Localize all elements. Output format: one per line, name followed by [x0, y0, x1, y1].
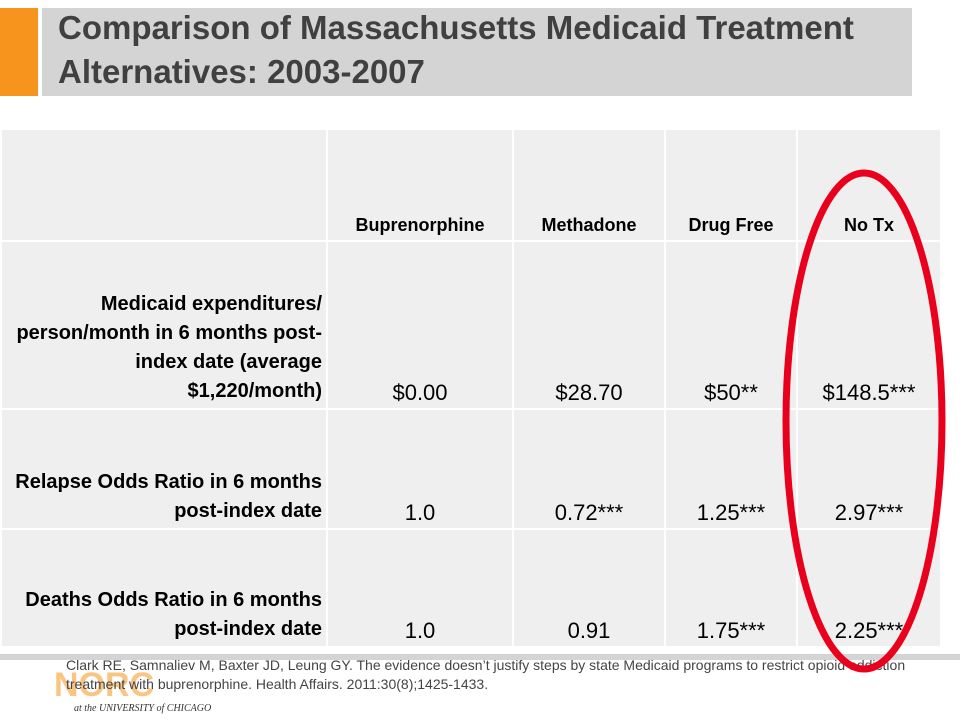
table-cell: 2.25***	[796, 528, 942, 648]
logo-wordmark: NORC	[54, 666, 154, 704]
table-row: Relapse Odds Ratio in 6 months post-inde…	[0, 408, 942, 530]
comparison-table: Buprenorphine Methadone Drug Free No Tx …	[0, 128, 942, 648]
citation-text: Clark RE, Samnaliev M, Baxter JD, Leung …	[66, 657, 906, 692]
column-header-buprenorphine: Buprenorphine	[326, 128, 514, 242]
table-cell: 1.25***	[664, 408, 798, 530]
accent-bar	[0, 8, 38, 96]
row-label: Relapse Odds Ratio in 6 months post-inde…	[0, 408, 328, 530]
table-cell: 2.97***	[796, 408, 942, 530]
row-label: Deaths Odds Ratio in 6 months post-index…	[0, 528, 328, 648]
column-header-methadone: Methadone	[512, 128, 666, 242]
table-cell: 1.0	[326, 408, 514, 530]
row-label: Medicaid expenditures/ person/month in 6…	[0, 240, 328, 410]
table-cell: 1.0	[326, 528, 514, 648]
norc-logo: NORC at the UNIVERSITY of CHICAGO	[54, 666, 211, 714]
column-header-drug-free: Drug Free	[664, 128, 798, 242]
table-row: Deaths Odds Ratio in 6 months post-index…	[0, 528, 942, 648]
footer-divider	[0, 654, 960, 660]
table-cell: 1.75***	[664, 528, 798, 648]
table-cell: $28.70	[512, 240, 666, 410]
table-cell: $50**	[664, 240, 798, 410]
slide-title: Comparison of Massachusetts Medicaid Tre…	[58, 9, 854, 90]
title-band	[42, 8, 912, 96]
column-header-no-tx: No Tx	[796, 128, 942, 242]
table-cell: 0.91	[512, 528, 666, 648]
table-cell: 0.72***	[512, 408, 666, 530]
table-header-row: Buprenorphine Methadone Drug Free No Tx	[0, 128, 942, 242]
table-cell: $0.00	[326, 240, 514, 410]
table-header-empty	[0, 128, 328, 242]
table-cell: $148.5***	[796, 240, 942, 410]
table-row: Medicaid expenditures/ person/month in 6…	[0, 240, 942, 410]
logo-tagline: at the UNIVERSITY of CHICAGO	[74, 703, 211, 714]
